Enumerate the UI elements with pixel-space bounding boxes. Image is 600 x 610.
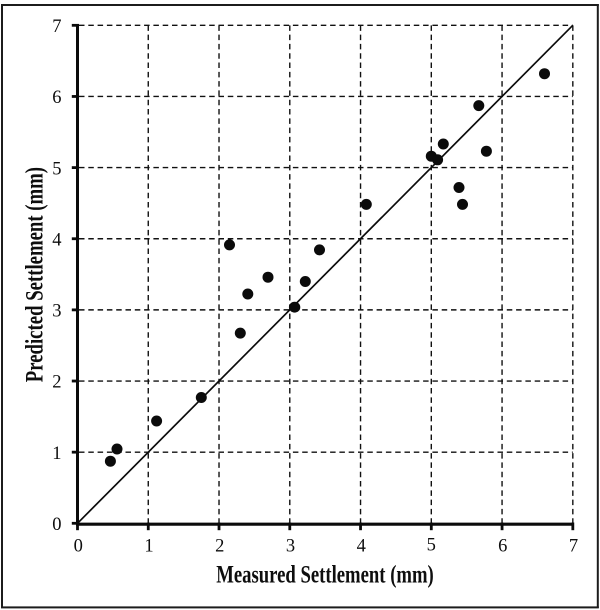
svg-text:4: 4 [52, 230, 61, 250]
svg-text:7: 7 [52, 17, 61, 37]
svg-text:2: 2 [215, 536, 224, 556]
svg-text:6: 6 [498, 536, 507, 556]
svg-text:1: 1 [144, 536, 153, 556]
svg-text:7: 7 [569, 536, 578, 556]
svg-text:5: 5 [427, 536, 436, 556]
svg-text:Predicted Settlement (mm): Predicted Settlement (mm) [21, 167, 48, 382]
svg-text:0: 0 [74, 536, 83, 556]
svg-text:6: 6 [52, 88, 61, 108]
svg-text:0: 0 [52, 515, 61, 535]
svg-text:2: 2 [52, 373, 61, 393]
svg-text:3: 3 [52, 302, 61, 322]
svg-text:1: 1 [52, 444, 61, 464]
svg-text:4: 4 [357, 536, 366, 556]
svg-text:5: 5 [52, 159, 61, 179]
svg-text:3: 3 [286, 536, 295, 556]
svg-text:Measured Settlement (mm): Measured Settlement (mm) [216, 562, 434, 589]
